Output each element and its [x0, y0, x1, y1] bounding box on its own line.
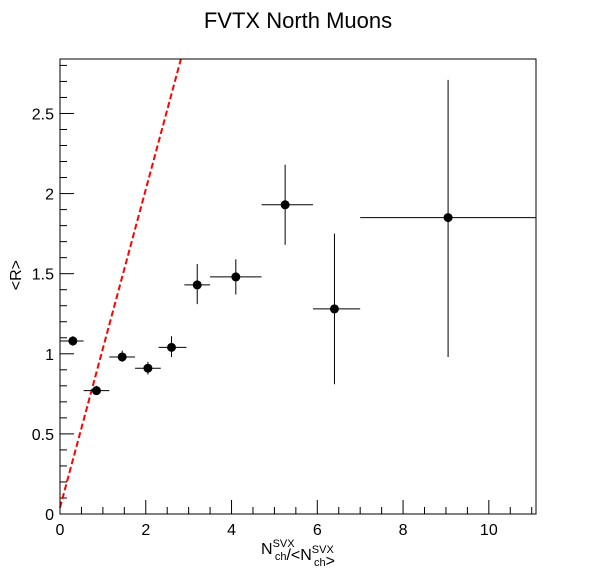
y-tick-label: 1 [45, 347, 54, 364]
data-point [117, 352, 127, 362]
x-axis-label-text: /<N [286, 547, 311, 564]
x-tick-label: 10 [480, 522, 498, 539]
chart-title: FVTX North Muons [204, 8, 392, 33]
y-tick-label: 2 [45, 187, 54, 204]
data-point [280, 200, 290, 210]
y-axis-label: <R> [8, 260, 25, 290]
x-tick-label: 8 [399, 522, 408, 539]
x-tick-label: 4 [227, 522, 236, 539]
y-tick-label: 0.5 [32, 427, 54, 444]
data-point [231, 272, 241, 282]
plot-area: 0 2 4 6 8 10 0 0.5 1 1.5 2 2.5 [32, 58, 536, 539]
data-point [192, 280, 202, 290]
data-point [443, 213, 453, 223]
reference-line [59, 58, 182, 508]
x-axis-label-superscript: SVX [312, 544, 335, 556]
x-axis-label-text: > [326, 553, 335, 570]
data-point [68, 336, 78, 346]
x-axis-label-superscript: SVX [273, 538, 296, 550]
x-tick-label: 0 [56, 522, 65, 539]
data-point [166, 342, 176, 352]
data-point [329, 304, 339, 314]
x-axis-label: NSVX ch/<NSVX ch> [261, 538, 335, 570]
x-tick-label: 2 [141, 522, 150, 539]
x-axis-label-subscript: ch [275, 551, 287, 563]
data-point [91, 386, 101, 396]
y-tick-label: 2.5 [32, 106, 54, 123]
x-axis-label-text: N [261, 541, 273, 558]
y-tick-label: 1.5 [32, 267, 54, 284]
plot-frame [59, 58, 537, 515]
x-axis-label-subscript: ch [314, 557, 326, 569]
y-tick-label: 0 [45, 507, 54, 524]
x-tick-label: 6 [313, 522, 322, 539]
data-point [143, 363, 153, 373]
